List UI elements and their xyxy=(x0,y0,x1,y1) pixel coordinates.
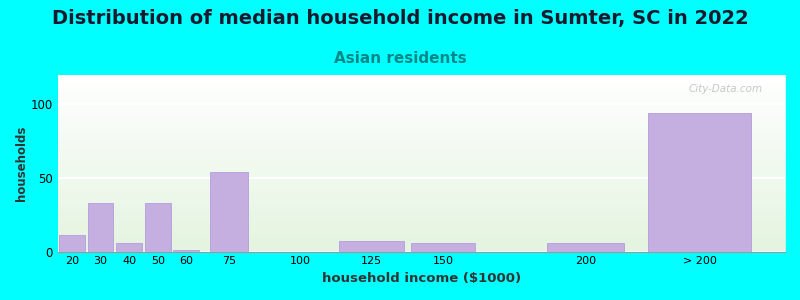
Bar xyxy=(410,243,475,252)
Bar xyxy=(174,250,199,252)
Bar xyxy=(210,172,248,252)
Bar xyxy=(339,241,404,252)
Bar xyxy=(116,243,142,252)
Bar xyxy=(547,243,624,252)
Text: Asian residents: Asian residents xyxy=(334,51,466,66)
Y-axis label: households: households xyxy=(15,126,28,201)
X-axis label: household income ($1000): household income ($1000) xyxy=(322,272,521,285)
Text: Distribution of median household income in Sumter, SC in 2022: Distribution of median household income … xyxy=(52,9,748,28)
Bar xyxy=(648,113,750,252)
Bar xyxy=(145,203,170,252)
Bar xyxy=(59,236,85,252)
Text: City-Data.com: City-Data.com xyxy=(689,84,763,94)
Bar xyxy=(88,203,114,252)
